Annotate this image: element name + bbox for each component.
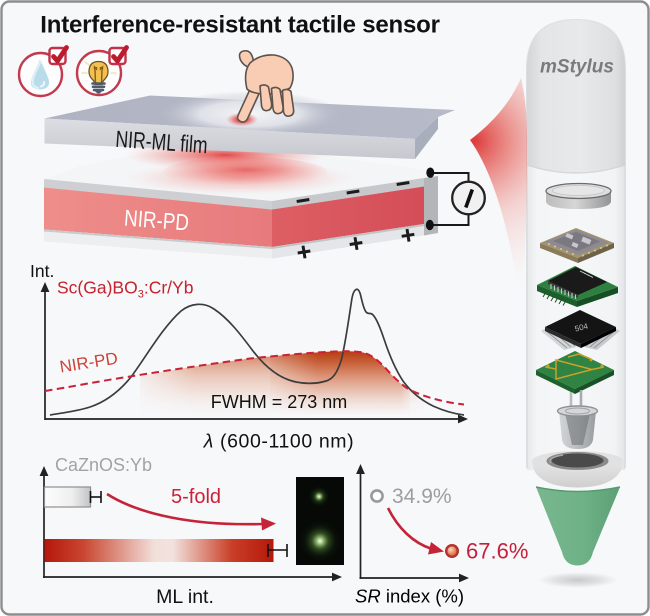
svg-text:67.6%: 67.6% — [466, 539, 528, 564]
svg-text:SR index (%): SR index (%) — [355, 586, 464, 607]
svg-text:NIR-ML film: NIR-ML film — [115, 126, 209, 158]
svg-text:ML int.: ML int. — [156, 586, 214, 608]
svg-text:NIR-PD: NIR-PD — [123, 206, 190, 236]
svg-text:mStylus: mStylus — [540, 57, 614, 78]
svg-text:34.9%: 34.9% — [392, 485, 452, 508]
svg-text:Int.: Int. — [30, 261, 54, 281]
svg-text:λ (600-1100 nm): λ (600-1100 nm) — [203, 431, 354, 453]
svg-text:Sc(Ga)BO3:Cr/Yb: Sc(Ga)BO3:Cr/Yb — [57, 278, 193, 301]
svg-text:CaZnOS:Yb: CaZnOS:Yb — [55, 455, 152, 475]
svg-text:FWHM = 273 nm: FWHM = 273 nm — [211, 392, 348, 412]
svg-text:5-fold: 5-fold — [171, 486, 221, 508]
svg-text:504: 504 — [574, 321, 590, 333]
svg-text:Interference-resistant tactile: Interference-resistant tactile sensor — [40, 12, 439, 39]
